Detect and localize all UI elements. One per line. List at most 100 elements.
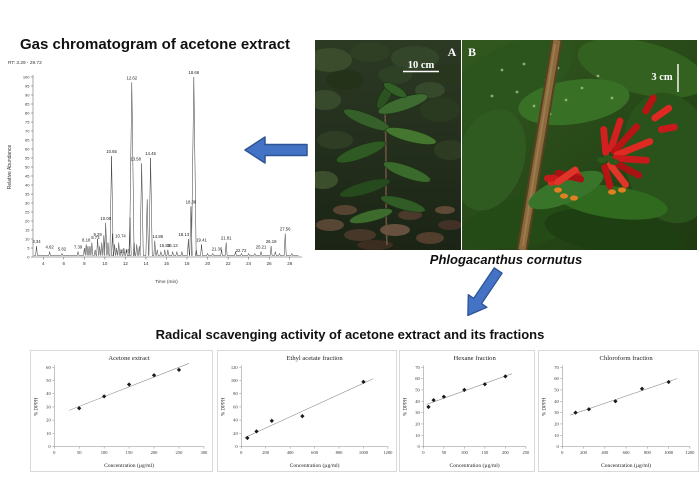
svg-text:Relative Abundance: Relative Abundance [7, 145, 13, 190]
svg-text:150: 150 [126, 450, 134, 455]
svg-text:600: 600 [623, 450, 631, 455]
chart-chloroform-fraction: Chloroform fraction 0 10 20 30 40 50 60 70 0 200 40… [538, 350, 699, 472]
svg-text:65: 65 [25, 138, 30, 143]
svg-text:800: 800 [336, 450, 344, 455]
svg-text:16: 16 [164, 261, 170, 266]
svg-text:20: 20 [415, 421, 420, 426]
svg-text:40: 40 [46, 391, 51, 396]
svg-text:10: 10 [554, 433, 559, 438]
svg-text:1000: 1000 [664, 450, 674, 455]
svg-text:22: 22 [226, 261, 232, 266]
svg-text:18.66: 18.66 [188, 70, 199, 75]
svg-text:20: 20 [205, 261, 211, 266]
svg-text:10: 10 [46, 431, 51, 436]
svg-text:250: 250 [176, 450, 184, 455]
svg-text:400: 400 [601, 450, 609, 455]
svg-text:10: 10 [25, 237, 30, 242]
svg-text:30: 30 [46, 404, 51, 409]
svg-text:% DPPH: % DPPH [542, 397, 548, 416]
svg-text:300: 300 [201, 450, 209, 455]
svg-text:3.34: 3.34 [32, 239, 41, 244]
svg-text:70: 70 [554, 365, 559, 370]
svg-text:200: 200 [262, 450, 270, 455]
bottom-section-title: Radical scavenging activity of acetone e… [155, 327, 545, 342]
svg-text:10: 10 [102, 261, 108, 266]
svg-text:200: 200 [580, 450, 588, 455]
svg-text:15: 15 [25, 228, 30, 233]
svg-text:40: 40 [25, 183, 30, 188]
svg-text:200: 200 [151, 450, 159, 455]
svg-text:100: 100 [461, 450, 469, 455]
svg-text:26.19: 26.19 [266, 239, 277, 244]
svg-text:% DPPH: % DPPH [403, 397, 409, 416]
svg-text:24: 24 [246, 261, 252, 266]
svg-text:14: 14 [143, 261, 149, 266]
svg-text:Concentration (µg/ml): Concentration (µg/ml) [290, 462, 340, 469]
svg-text:100: 100 [231, 378, 239, 383]
svg-text:Concentration (µg/ml): Concentration (µg/ml) [450, 462, 500, 469]
svg-text:RT: 3.29 - 29.72: RT: 3.29 - 29.72 [8, 60, 42, 66]
svg-text:35: 35 [25, 192, 30, 197]
svg-text:600: 600 [311, 450, 319, 455]
svg-text:7.39: 7.39 [74, 245, 83, 250]
svg-text:12: 12 [123, 261, 129, 266]
svg-text:Hexane fraction: Hexane fraction [453, 355, 496, 362]
svg-text:Concentration (µg/ml): Concentration (µg/ml) [104, 462, 154, 469]
svg-text:0: 0 [235, 444, 238, 449]
svg-text:8.18: 8.18 [82, 237, 91, 242]
svg-text:95: 95 [25, 84, 30, 89]
svg-text:Chloroform fraction: Chloroform fraction [600, 355, 654, 362]
arrow-left-icon [244, 135, 308, 165]
svg-text:20: 20 [46, 418, 51, 423]
svg-text:10 cm: 10 cm [408, 60, 435, 71]
svg-text:19.41: 19.41 [196, 237, 207, 242]
svg-text:B: B [468, 45, 476, 59]
svg-text:40: 40 [554, 399, 559, 404]
svg-text:800: 800 [644, 450, 652, 455]
svg-text:Concentration (µg/ml): Concentration (µg/ml) [601, 462, 651, 469]
svg-text:150: 150 [481, 450, 489, 455]
svg-text:55: 55 [25, 156, 30, 161]
svg-text:18.38: 18.38 [186, 200, 197, 205]
svg-text:30: 30 [25, 201, 30, 206]
svg-text:15.83: 15.83 [159, 243, 170, 248]
svg-text:40: 40 [415, 399, 420, 404]
svg-text:20: 20 [25, 219, 30, 224]
svg-text:8: 8 [83, 261, 86, 266]
svg-text:20: 20 [233, 431, 238, 436]
plant-habit-photo-image: A 10 cm [308, 40, 468, 250]
svg-text:9.29: 9.29 [93, 232, 102, 237]
svg-text:0: 0 [53, 450, 56, 455]
svg-text:0: 0 [561, 450, 564, 455]
svg-text:75: 75 [25, 120, 30, 125]
svg-text:50: 50 [77, 450, 82, 455]
svg-text:5.82: 5.82 [58, 246, 67, 251]
svg-text:0: 0 [418, 444, 421, 449]
svg-text:60: 60 [25, 147, 30, 152]
svg-text:50: 50 [554, 387, 559, 392]
svg-text:5: 5 [27, 246, 30, 251]
svg-text:25.21: 25.21 [256, 245, 267, 250]
svg-text:% DPPH: % DPPH [34, 397, 40, 416]
svg-text:20: 20 [554, 421, 559, 426]
svg-text:50: 50 [442, 450, 447, 455]
svg-text:14.45: 14.45 [145, 151, 156, 156]
svg-text:28: 28 [287, 261, 293, 266]
svg-text:30: 30 [415, 410, 420, 415]
svg-text:22.72: 22.72 [236, 248, 247, 253]
svg-text:10.74: 10.74 [115, 234, 126, 239]
svg-text:13.58: 13.58 [130, 156, 141, 161]
arrow-down-left-icon [457, 263, 510, 324]
svg-text:10.08: 10.08 [100, 216, 111, 221]
chart-hexane-fraction: Hexane fraction 0 10 20 30 40 50 60 70 0 50 100 150 2… [399, 350, 535, 472]
svg-text:25: 25 [25, 210, 30, 215]
svg-text:11.35: 11.35 [120, 249, 131, 254]
hexane-chart-svg: Hexane fraction 0 10 20 30 40 50 60 70 0 50 100 150 2… [403, 355, 530, 469]
svg-text:0: 0 [240, 450, 243, 455]
svg-text:90: 90 [25, 93, 30, 98]
svg-text:45: 45 [25, 174, 30, 179]
svg-text:16.13: 16.13 [167, 243, 178, 248]
svg-text:3 cm: 3 cm [651, 72, 673, 83]
svg-text:4.62: 4.62 [45, 245, 54, 250]
